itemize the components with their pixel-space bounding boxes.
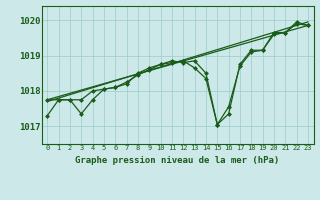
X-axis label: Graphe pression niveau de la mer (hPa): Graphe pression niveau de la mer (hPa) (76, 156, 280, 165)
